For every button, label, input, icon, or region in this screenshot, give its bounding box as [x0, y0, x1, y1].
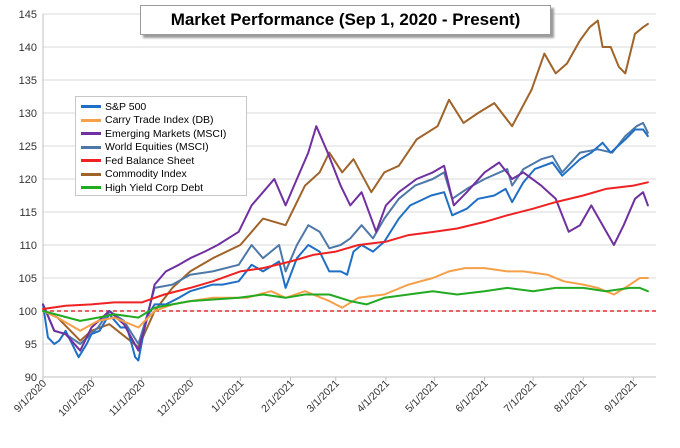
x-tick-label: 6/1/2021	[453, 378, 490, 415]
legend-label: S&P 500	[105, 100, 147, 113]
axes	[42, 14, 656, 381]
y-tick-label: 110	[19, 240, 37, 252]
legend-label: Emerging Markets (MSCI)	[105, 127, 227, 140]
legend-swatch	[81, 132, 101, 136]
x-tick-label: 7/1/2021	[502, 378, 539, 415]
legend-swatch	[81, 186, 101, 190]
legend-item: Emerging Markets (MSCI)	[81, 127, 242, 141]
legend-item: Commodity Index	[81, 168, 242, 182]
legend-swatch	[81, 172, 101, 176]
legend-label: High Yield Corp Debt	[105, 181, 204, 194]
x-tick-label: 5/1/2021	[403, 378, 440, 415]
y-tick-label: 130	[19, 108, 37, 120]
series-line	[42, 267, 649, 332]
y-tick-label: 90	[25, 372, 37, 384]
series-lines	[42, 19, 649, 362]
y-tick-label: 145	[19, 9, 37, 21]
y-tick-label: 125	[19, 141, 37, 153]
legend-label: Commodity Index	[105, 168, 187, 181]
series-line	[42, 121, 649, 345]
x-tick-label: 4/1/2021	[355, 378, 392, 415]
x-tick-label: 1/1/2021	[209, 378, 246, 415]
series-line	[42, 286, 649, 322]
legend-swatch	[81, 159, 101, 163]
legend-label: World Equities (MSCI)	[105, 141, 209, 154]
chart-title-box: Market Performance (Sep 1, 2020 - Presen…	[140, 5, 551, 35]
y-tick-label: 120	[19, 174, 37, 186]
legend-item: High Yield Corp Debt	[81, 181, 242, 195]
y-tick-label: 135	[19, 75, 37, 87]
y-tick-label: 115	[19, 207, 37, 219]
x-tick-label: 2/1/2021	[259, 378, 296, 415]
y-tick-label: 140	[19, 42, 37, 54]
chart-legend: S&P 500 Carry Trade Index (DB) Emerging Ma…	[75, 96, 247, 196]
legend-swatch	[81, 145, 101, 149]
legend-label: Carry Trade Index (DB)	[105, 114, 214, 127]
series-line	[42, 128, 649, 362]
series-line	[42, 181, 649, 310]
x-tick-label: 8/1/2021	[552, 378, 589, 415]
x-tick-label: 3/1/2021	[304, 378, 341, 415]
x-tick-label: 10/1/2020	[56, 378, 98, 420]
y-tick-label: 95	[25, 339, 37, 351]
legend-swatch	[81, 118, 101, 122]
legend-swatch	[81, 105, 101, 109]
series-line	[42, 125, 649, 352]
legend-item: S&P 500	[81, 100, 242, 114]
legend-item: Fed Balance Sheet	[81, 154, 242, 168]
x-tick-label: 12/1/2020	[155, 378, 197, 420]
y-tick-label: 105	[19, 273, 37, 285]
x-tick-label: 9/1/2021	[602, 378, 639, 415]
legend-item: Carry Trade Index (DB)	[81, 114, 242, 128]
legend-item: World Equities (MSCI)	[81, 141, 242, 155]
y-tick-labels: 90 95 100 105 110 115 120 125 130 135 140 145	[19, 9, 37, 384]
chart-title: Market Performance (Sep 1, 2020 - Presen…	[170, 10, 521, 29]
legend-label: Fed Balance Sheet	[105, 154, 195, 167]
series-line	[42, 19, 649, 349]
x-tick-label: 11/1/2020	[107, 378, 148, 419]
x-tick-labels: 9/1/2020 10/1/2020 11/1/2020 12/1/2020 1/1/2…	[12, 378, 640, 420]
y-tick-label: 100	[19, 306, 37, 318]
